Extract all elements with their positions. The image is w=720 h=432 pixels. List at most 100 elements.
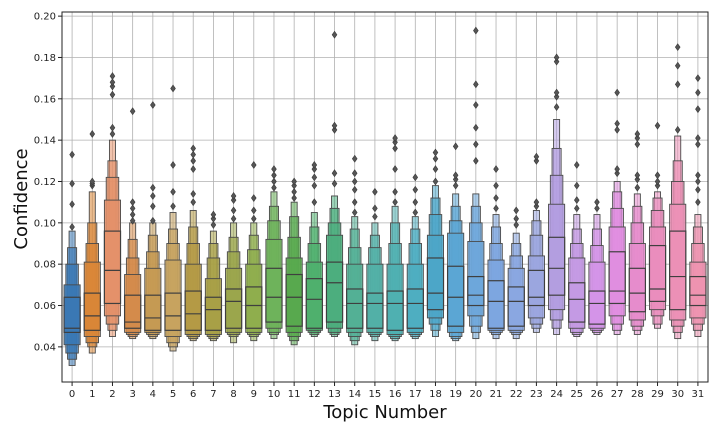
outlier-point (129, 198, 136, 207)
outlier-point (251, 214, 257, 223)
box-topic-30 (669, 43, 687, 340)
x-tick-label: 21 (490, 389, 503, 400)
box-iqr (123, 294, 142, 329)
outlier-point (351, 208, 358, 217)
outlier-point (372, 212, 378, 221)
box-iqr (628, 267, 647, 313)
outlier-point (452, 181, 459, 190)
outlier-point (271, 171, 277, 180)
box-topic-26 (588, 198, 606, 335)
outlier-point (574, 161, 580, 169)
outlier-point (372, 204, 378, 213)
outlier-point (553, 92, 560, 101)
box-iqr (527, 269, 546, 307)
outlier-point (351, 177, 358, 186)
outlier-point (210, 210, 217, 219)
outlier-point (392, 138, 398, 147)
outlier-point (392, 144, 398, 153)
outlier-point (291, 181, 297, 190)
outlier-point (210, 214, 217, 223)
outlier-point (674, 43, 681, 52)
outlier-point (170, 187, 176, 196)
x-tick-label: 2 (109, 389, 115, 400)
outlier-point (674, 125, 681, 134)
box-topic-18 (426, 148, 445, 337)
outlier-point (674, 61, 681, 70)
box-topic-22 (507, 206, 525, 340)
outlier-point (533, 156, 540, 165)
box-iqr (648, 244, 667, 302)
x-tick-label: 6 (190, 389, 196, 400)
x-tick-label: 22 (510, 389, 523, 400)
box-iqr (669, 230, 687, 311)
box-iqr (467, 275, 485, 307)
outlier-point (553, 57, 560, 66)
x-axis-title: Topic Number (322, 402, 447, 423)
outlier-point (351, 169, 358, 178)
outlier-point (210, 220, 217, 229)
box-iqr (285, 273, 303, 327)
box-topic-15 (366, 187, 384, 342)
outlier-point (634, 130, 641, 138)
outlier-point (311, 181, 318, 190)
outlier-point (150, 216, 156, 225)
outlier-point (291, 194, 297, 202)
outlier-point (473, 26, 479, 35)
outlier-point (351, 185, 358, 194)
outlier-point (69, 223, 75, 231)
y-axis-title: Confidence (11, 148, 32, 249)
outlier-point (311, 173, 318, 182)
x-tick-label: 16 (389, 389, 402, 400)
outlier-point (251, 194, 257, 202)
y-tick-label: 0.14 (34, 136, 56, 147)
outlier-point (129, 216, 136, 225)
x-tick-label: 12 (308, 389, 321, 400)
outlier-point (109, 72, 116, 80)
outlier-point (473, 140, 479, 149)
box-iqr (588, 290, 606, 325)
outlier-point (473, 156, 479, 165)
x-tick-label: 11 (288, 389, 301, 400)
y-tick-label: 0.20 (34, 12, 56, 23)
outlier-point (311, 161, 318, 169)
outlier-point (311, 198, 318, 207)
outlier-point (109, 78, 116, 87)
outlier-point (553, 88, 560, 97)
box-iqr (144, 294, 162, 331)
outlier-point (392, 134, 398, 143)
outlier-point (271, 177, 277, 186)
box-iqr (568, 282, 586, 323)
outlier-point (654, 181, 661, 190)
box-topic-11 (285, 177, 303, 346)
outlier-point (594, 198, 600, 207)
y-tick-label: 0.06 (34, 301, 56, 312)
outlier-point (574, 181, 580, 190)
x-tick-label: 4 (150, 389, 156, 400)
outlier-point (150, 101, 156, 109)
outlier-point (170, 161, 176, 169)
x-tick-label: 3 (129, 389, 135, 400)
box-topic-17 (406, 173, 424, 340)
outlier-point (533, 152, 540, 161)
box-topic-2 (103, 72, 122, 337)
outlier-point (69, 150, 75, 159)
outlier-point (291, 187, 297, 196)
x-tick-label: 0 (69, 389, 75, 400)
outlier-point (69, 200, 75, 209)
outlier-point (89, 177, 96, 186)
box-topic-24 (547, 53, 566, 335)
outlier-point (574, 204, 580, 213)
x-tick-label: 10 (268, 389, 281, 400)
outlier-point (432, 154, 439, 163)
outlier-point (695, 105, 701, 114)
x-tick-label: 26 (591, 389, 604, 400)
outlier-point (190, 156, 196, 165)
outlier-point (695, 134, 701, 143)
outlier-point (533, 198, 540, 207)
outlier-point (89, 130, 96, 138)
outlier-point (695, 88, 701, 97)
x-tick-label: 20 (469, 389, 482, 400)
box-iqr (608, 251, 626, 305)
outlier-point (271, 183, 277, 192)
y-tick-label: 0.18 (34, 53, 56, 64)
